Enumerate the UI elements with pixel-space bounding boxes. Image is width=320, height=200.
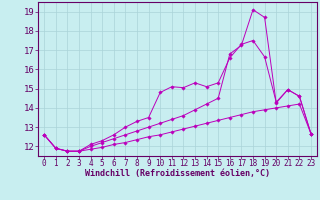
X-axis label: Windchill (Refroidissement éolien,°C): Windchill (Refroidissement éolien,°C) xyxy=(85,169,270,178)
